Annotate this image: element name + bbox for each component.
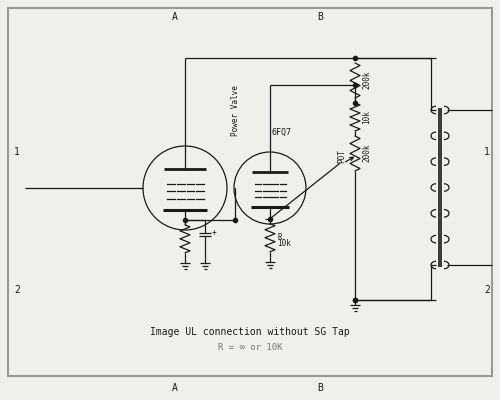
- Text: +: +: [212, 228, 216, 237]
- Text: B: B: [317, 383, 323, 393]
- Text: A: A: [172, 383, 178, 393]
- Text: 2: 2: [14, 285, 20, 295]
- Text: 10k: 10k: [277, 239, 291, 248]
- Text: 1: 1: [484, 147, 490, 157]
- Text: POT: POT: [337, 149, 346, 163]
- Text: 6FQ7: 6FQ7: [272, 128, 292, 137]
- Text: 200k: 200k: [362, 144, 371, 162]
- Text: R: R: [277, 233, 281, 242]
- Text: 10k: 10k: [362, 110, 371, 124]
- Text: 200k: 200k: [362, 71, 371, 89]
- Text: R = ∞ or 10K: R = ∞ or 10K: [218, 344, 282, 352]
- Text: Image UL connection without SG Tap: Image UL connection without SG Tap: [150, 327, 350, 337]
- Text: B: B: [317, 12, 323, 22]
- Text: 1: 1: [14, 147, 20, 157]
- Text: 2: 2: [484, 285, 490, 295]
- Text: A: A: [172, 12, 178, 22]
- Text: Power Valve: Power Valve: [230, 85, 239, 136]
